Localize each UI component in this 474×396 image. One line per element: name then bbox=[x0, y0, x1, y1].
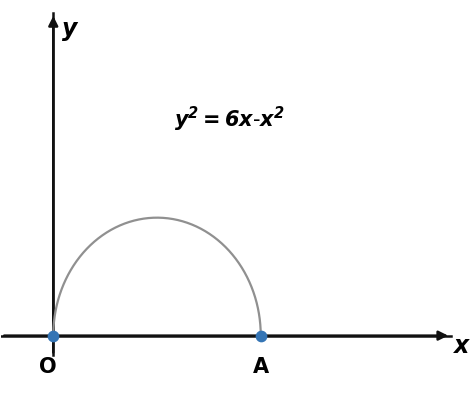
Point bbox=[257, 333, 264, 339]
Text: $\bfit{y}^{\bfit{2}}\bfit{= 6x\text{-}x^2}$: $\bfit{y}^{\bfit{2}}\bfit{= 6x\text{-}x^… bbox=[174, 105, 285, 134]
Text: x: x bbox=[455, 335, 470, 358]
Point bbox=[49, 333, 57, 339]
Text: A: A bbox=[253, 357, 269, 377]
Text: O: O bbox=[39, 357, 57, 377]
Text: y: y bbox=[62, 17, 77, 41]
